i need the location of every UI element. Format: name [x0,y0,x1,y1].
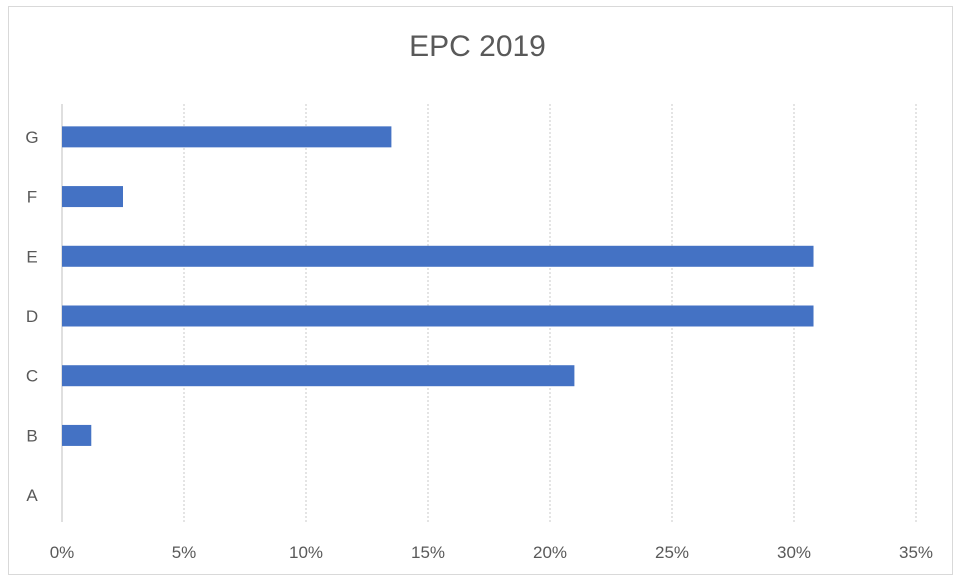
bar-b [62,424,92,446]
category-label: A [26,486,38,505]
x-tick-label: 25% [655,543,689,562]
category-label: B [26,426,37,445]
chart-frame [8,6,953,575]
x-tick-label: 10% [289,543,323,562]
bars [62,126,814,446]
x-tick-label: 0% [50,543,75,562]
chart-title: EPC 2019 [409,30,546,63]
category-label: G [25,128,38,147]
category-label: E [26,247,37,266]
category-label: C [26,367,38,386]
bar-g [62,126,392,148]
x-tick-label: 5% [172,543,197,562]
category-labels: A B C D E F G [25,128,38,505]
x-tick-label: 30% [777,543,811,562]
x-tick-label: 35% [899,543,933,562]
x-tick-label: 20% [533,543,567,562]
bar-c [62,365,575,387]
x-tick-labels: 0% 5% 10% 15% 20% 25% 30% 35% [50,543,933,562]
bar-d [62,305,814,327]
x-tick-label: 15% [411,543,445,562]
bar-e [62,245,814,267]
bar-f [62,186,123,208]
category-label: D [26,307,38,326]
category-label: F [27,188,37,207]
